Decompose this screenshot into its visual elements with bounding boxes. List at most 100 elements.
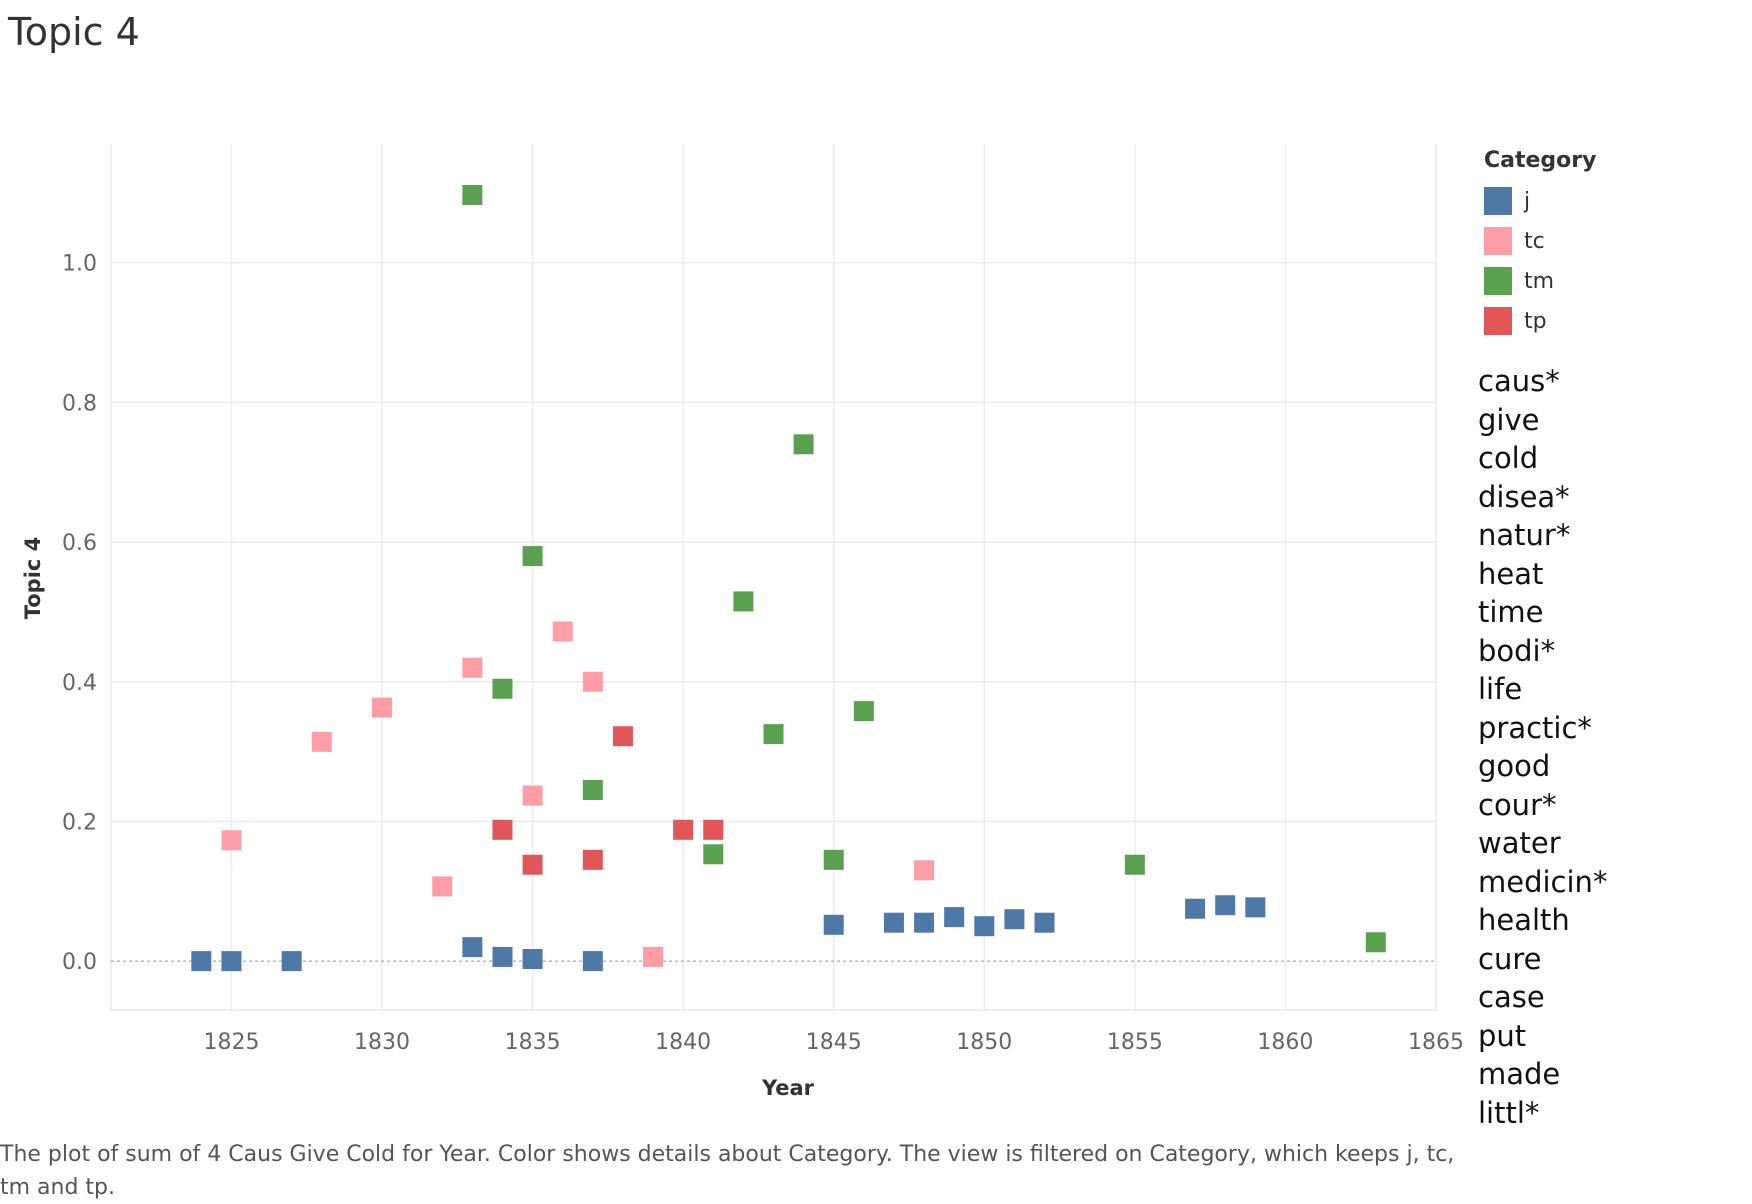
topic-word: cure [1478, 941, 1542, 976]
data-point-tm [462, 184, 483, 205]
x-tick-label: 1835 [505, 1030, 561, 1055]
data-point-tm [1124, 854, 1145, 875]
topic-word-list: caus* give cold disea* natur* heat time bodi* li… [1478, 362, 1607, 1132]
topic-word: time [1478, 595, 1544, 629]
data-point-j [492, 946, 513, 967]
x-tick-label: 1850 [956, 1030, 1012, 1055]
data-point-tc [432, 876, 453, 897]
legend-item-tc: tc [1484, 221, 1596, 261]
topic-word: littl* [1478, 1095, 1540, 1130]
x-axis-title: Year [761, 1076, 815, 1100]
data-point-tm [522, 546, 543, 567]
y-axis-title: Topic 4 [21, 537, 45, 620]
legend: Category j tc tm tp [1484, 148, 1596, 341]
legend-items: j tc tm tp [1484, 181, 1596, 341]
data-point-j [582, 951, 603, 972]
y-tick-label: 0.8 [62, 391, 97, 416]
x-tick-label: 1845 [806, 1030, 862, 1055]
legend-swatch [1484, 187, 1512, 215]
topic-word: caus* [1478, 364, 1560, 398]
data-point-tp [582, 849, 603, 870]
legend-item-j: j [1484, 181, 1596, 221]
topic-word: medicin* [1478, 864, 1608, 899]
topic-word: bodi* [1478, 633, 1556, 668]
data-point-tc [462, 657, 483, 678]
data-point-tp [522, 854, 543, 875]
data-point-j [823, 914, 844, 935]
data-point-tc [582, 671, 603, 692]
topic-word: health [1478, 903, 1570, 937]
legend-label: tp [1524, 308, 1547, 334]
data-point-j [974, 916, 995, 937]
y-tick-label: 1.0 [62, 252, 97, 277]
topic-word: good [1478, 749, 1551, 783]
legend-label: j [1524, 188, 1531, 214]
topic-word: disea* [1478, 479, 1570, 514]
y-tick-label: 0.0 [62, 950, 97, 975]
x-tick-label: 1855 [1107, 1030, 1163, 1055]
page-title: Topic 4 [8, 10, 140, 54]
topic-word: made [1478, 1057, 1561, 1091]
x-tick-label: 1830 [354, 1030, 410, 1055]
data-point-tm [823, 849, 844, 870]
legend-swatch [1484, 227, 1512, 255]
data-point-tp [612, 726, 633, 747]
topic-word: water [1478, 826, 1561, 860]
topic-word: practic* [1478, 710, 1592, 745]
legend-swatch [1484, 307, 1512, 335]
data-point-tc [311, 731, 332, 752]
data-point-tc [221, 830, 242, 851]
data-point-j [462, 937, 483, 958]
x-tick-label: 1840 [655, 1030, 711, 1055]
data-point-tm [793, 434, 814, 455]
topic-word: give [1478, 402, 1540, 437]
data-point-j [1185, 898, 1206, 919]
data-point-tm [1365, 932, 1386, 953]
data-point-tc [372, 697, 393, 718]
data-point-j [883, 912, 904, 933]
data-point-tc [552, 621, 573, 642]
legend-label: tm [1524, 268, 1555, 294]
data-point-j [914, 912, 935, 933]
y-tick-label: 0.4 [62, 671, 97, 696]
data-point-tm [853, 701, 874, 722]
topic-word: natur* [1478, 518, 1571, 552]
data-point-j [191, 951, 212, 972]
data-point-j [1215, 895, 1236, 916]
data-point-tc [914, 860, 935, 881]
data-point-tc [522, 785, 543, 806]
data-point-j [1034, 912, 1055, 933]
data-points [191, 184, 1386, 972]
legend-label: tc [1524, 228, 1545, 254]
topic-word: case [1478, 980, 1545, 1014]
legend-swatch [1484, 267, 1512, 295]
data-point-tp [492, 819, 513, 840]
data-point-j [1004, 909, 1025, 930]
data-point-tm [733, 591, 754, 612]
data-point-tm [492, 678, 513, 699]
topic-word: life [1478, 672, 1523, 706]
data-point-j [944, 907, 965, 928]
data-point-j [281, 951, 302, 972]
data-point-tm [582, 780, 603, 801]
y-axis-ticks: 0.0 0.2 0.4 0.6 0.8 1.0 [62, 252, 97, 975]
x-tick-label: 1825 [203, 1030, 259, 1055]
topic-word: cold [1478, 441, 1539, 475]
topic-word: put [1478, 1018, 1527, 1053]
data-point-j [1245, 897, 1266, 918]
x-tick-label: 1865 [1408, 1030, 1464, 1055]
data-point-tp [673, 819, 694, 840]
data-point-j [221, 951, 242, 972]
y-tick-label: 0.2 [62, 810, 97, 835]
data-point-tc [643, 946, 664, 967]
topic-word: heat [1478, 556, 1544, 591]
legend-item-tp: tp [1484, 301, 1596, 341]
x-tick-label: 1860 [1257, 1030, 1313, 1055]
legend-title: Category [1484, 148, 1597, 173]
topic-word: cour* [1478, 787, 1557, 822]
data-point-tm [763, 724, 784, 745]
data-point-tm [703, 844, 724, 865]
x-axis-ticks: 1825 1830 1835 1840 1845 1850 1855 1860 1865 [203, 1030, 1464, 1055]
y-tick-label: 0.6 [62, 531, 97, 556]
